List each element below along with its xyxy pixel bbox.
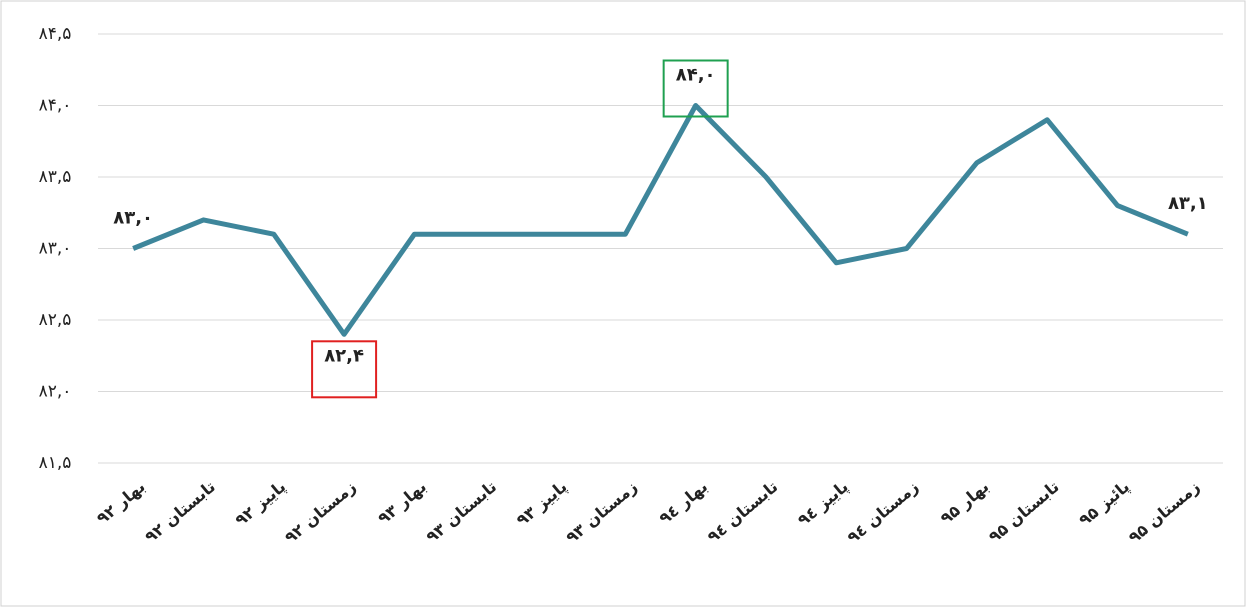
data-label: ۸۲,۴: [324, 345, 364, 366]
data-label: ۸۴,۰: [676, 65, 716, 86]
label-box: [662, 59, 729, 118]
line: [132, 103, 1189, 337]
y-tick-label: ۸۴,۵: [39, 24, 72, 44]
y-tick-label: ۸۳,۵: [39, 167, 72, 187]
y-tick-label: ۸۲,۵: [39, 310, 72, 330]
y-tick-label: ۸۳,۰: [39, 239, 72, 259]
label-box: [311, 340, 378, 399]
y-tick-label: ۸۲,۰: [39, 382, 72, 402]
y-tick-label: ۸۱,۵: [39, 453, 72, 473]
data-label: ۸۳,۱: [1168, 193, 1208, 214]
data-label: ۸۳,۰: [113, 208, 153, 229]
y-tick-label: ۸۴,۰: [39, 96, 72, 116]
